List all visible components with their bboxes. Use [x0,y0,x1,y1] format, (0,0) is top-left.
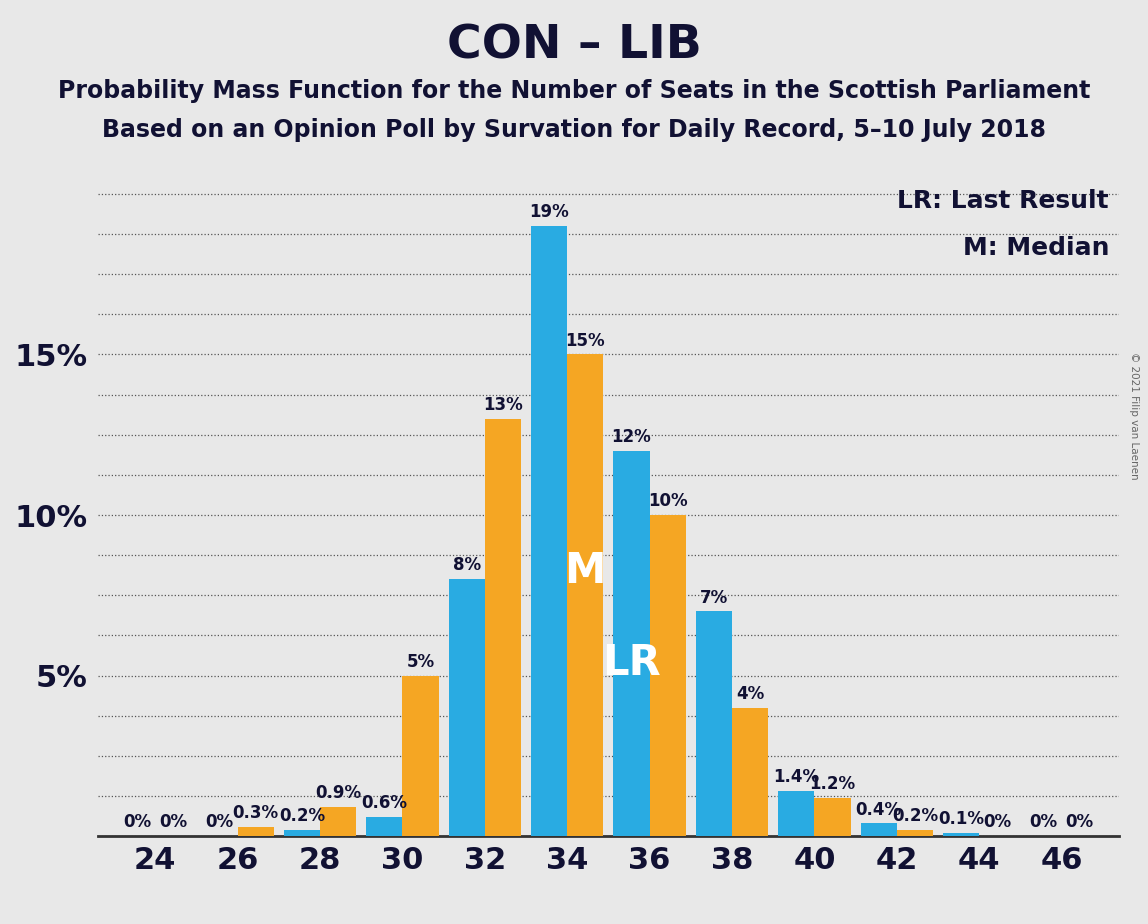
Text: 0.3%: 0.3% [233,804,279,821]
Bar [897,830,933,836]
Text: 10%: 10% [647,492,688,510]
Bar [320,808,356,836]
Text: 7%: 7% [700,589,728,606]
Text: 0%: 0% [123,813,152,832]
Text: 1.2%: 1.2% [809,775,855,793]
Bar [861,823,897,836]
Bar [613,451,650,836]
Text: 19%: 19% [529,203,569,221]
Text: 12%: 12% [612,428,651,446]
Text: 0%: 0% [160,813,187,832]
Bar [814,797,851,836]
Text: 0%: 0% [1030,813,1057,832]
Text: 15%: 15% [566,332,605,349]
Text: 8%: 8% [452,556,481,575]
Text: 0.2%: 0.2% [279,807,325,825]
Bar [732,708,768,836]
Text: LR: LR [603,642,661,684]
Bar [650,515,685,836]
Bar [284,830,320,836]
Text: 0.2%: 0.2% [892,807,938,825]
Text: 0.1%: 0.1% [938,810,984,828]
Text: © 2021 Filip van Laenen: © 2021 Filip van Laenen [1128,352,1139,480]
Text: LR: Last Result: LR: Last Result [898,188,1109,213]
Text: 0.4%: 0.4% [855,800,902,819]
Bar [403,675,439,836]
Text: M: Median: M: Median [962,236,1109,260]
Text: 5%: 5% [406,652,435,671]
Bar [532,226,567,836]
Text: 0.9%: 0.9% [315,784,362,802]
Text: 1.4%: 1.4% [774,769,820,786]
Bar [696,612,732,836]
Text: Probability Mass Function for the Number of Seats in the Scottish Parliament: Probability Mass Function for the Number… [57,79,1091,103]
Text: CON – LIB: CON – LIB [447,23,701,68]
Text: 0%: 0% [205,813,233,832]
Bar [484,419,521,836]
Text: M: M [565,550,606,592]
Text: Based on an Opinion Poll by Survation for Daily Record, 5–10 July 2018: Based on an Opinion Poll by Survation fo… [102,118,1046,142]
Bar [943,833,979,836]
Bar [778,791,814,836]
Text: 0%: 0% [1065,813,1094,832]
Text: 0%: 0% [984,813,1011,832]
Bar [567,355,604,836]
Bar [366,817,403,836]
Text: 0.6%: 0.6% [362,794,408,812]
Text: 13%: 13% [483,395,522,414]
Bar [449,579,484,836]
Bar [238,827,274,836]
Text: 4%: 4% [736,685,765,703]
